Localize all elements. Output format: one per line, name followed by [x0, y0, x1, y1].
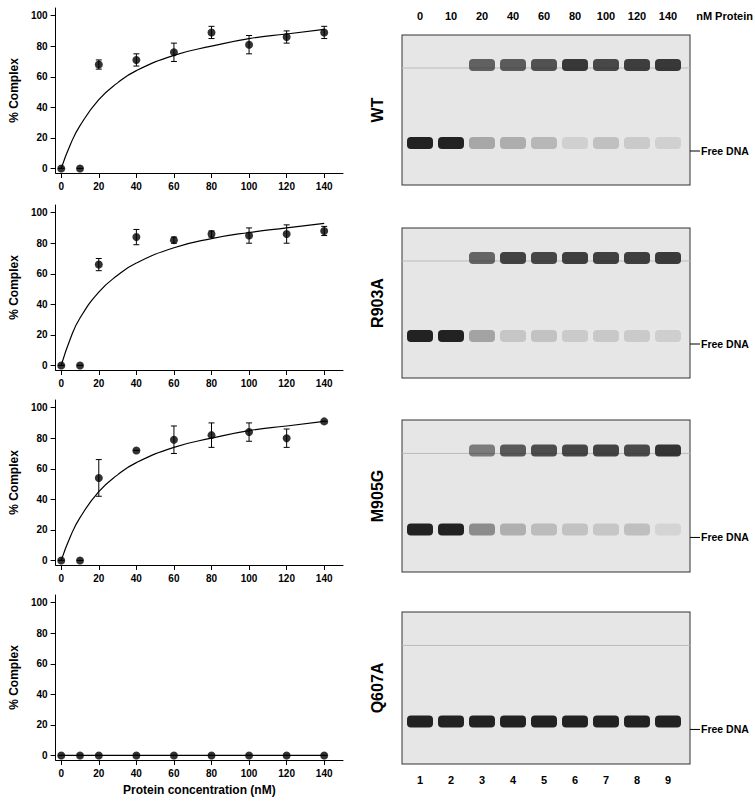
svg-text:7: 7: [603, 774, 609, 786]
svg-text:0: 0: [58, 768, 64, 779]
svg-text:140: 140: [316, 573, 333, 584]
svg-text:80: 80: [206, 768, 218, 779]
svg-text:60: 60: [168, 573, 180, 584]
svg-text:140: 140: [316, 768, 333, 779]
svg-text:nM Protein: nM Protein: [696, 10, 753, 22]
svg-text:20: 20: [93, 768, 105, 779]
svg-text:3: 3: [479, 774, 485, 786]
svg-text:100: 100: [241, 181, 258, 192]
svg-text:0: 0: [417, 10, 423, 22]
svg-text:Free DNA: Free DNA: [701, 531, 749, 543]
svg-text:20: 20: [36, 719, 48, 730]
svg-text:40: 40: [131, 768, 143, 779]
svg-text:80: 80: [36, 238, 48, 249]
svg-text:8: 8: [634, 774, 640, 786]
svg-text:80: 80: [206, 181, 218, 192]
svg-text:Free DNA: Free DNA: [701, 338, 749, 350]
svg-text:9: 9: [665, 774, 671, 786]
svg-text:60: 60: [36, 658, 48, 669]
svg-text:% Complex: % Complex: [7, 645, 21, 710]
svg-text:100: 100: [31, 10, 48, 21]
svg-text:60: 60: [538, 10, 550, 22]
svg-text:Free DNA: Free DNA: [701, 723, 749, 735]
svg-text:20: 20: [36, 132, 48, 143]
svg-text:120: 120: [278, 181, 295, 192]
svg-text:5: 5: [541, 774, 547, 786]
svg-text:80: 80: [206, 573, 218, 584]
svg-text:20: 20: [93, 573, 105, 584]
svg-text:100: 100: [241, 573, 258, 584]
svg-text:100: 100: [597, 10, 615, 22]
svg-text:Protein concentration (nM): Protein concentration (nM): [123, 783, 276, 797]
svg-text:40: 40: [131, 573, 143, 584]
svg-text:0: 0: [42, 750, 48, 761]
svg-text:60: 60: [36, 268, 48, 279]
svg-text:80: 80: [569, 10, 581, 22]
svg-text:20: 20: [36, 524, 48, 535]
svg-text:60: 60: [168, 378, 180, 389]
svg-text:4: 4: [510, 774, 517, 786]
svg-text:0: 0: [58, 181, 64, 192]
svg-text:0: 0: [42, 360, 48, 371]
svg-text:40: 40: [36, 102, 48, 113]
svg-text:40: 40: [131, 181, 143, 192]
svg-text:140: 140: [316, 181, 333, 192]
svg-text:0: 0: [42, 555, 48, 566]
svg-text:100: 100: [31, 402, 48, 413]
svg-text:20: 20: [476, 10, 488, 22]
svg-text:120: 120: [628, 10, 646, 22]
svg-text:% Complex: % Complex: [7, 58, 21, 123]
svg-text:140: 140: [316, 378, 333, 389]
svg-text:% Complex: % Complex: [7, 450, 21, 515]
svg-text:6: 6: [572, 774, 578, 786]
svg-text:60: 60: [36, 71, 48, 82]
svg-text:40: 40: [36, 689, 48, 700]
svg-text:100: 100: [241, 768, 258, 779]
svg-text:40: 40: [36, 299, 48, 310]
svg-text:60: 60: [168, 181, 180, 192]
svg-text:120: 120: [278, 573, 295, 584]
svg-text:M905G: M905G: [369, 470, 386, 522]
svg-text:80: 80: [36, 433, 48, 444]
svg-text:10: 10: [445, 10, 457, 22]
svg-text:40: 40: [36, 494, 48, 505]
svg-text:120: 120: [278, 768, 295, 779]
svg-text:100: 100: [31, 207, 48, 218]
svg-text:WT: WT: [369, 97, 386, 122]
svg-text:20: 20: [93, 181, 105, 192]
svg-text:2: 2: [448, 774, 454, 786]
svg-text:100: 100: [31, 597, 48, 608]
svg-text:0: 0: [42, 163, 48, 174]
svg-text:1: 1: [417, 774, 423, 786]
svg-text:60: 60: [36, 463, 48, 474]
svg-text:80: 80: [36, 628, 48, 639]
svg-text:0: 0: [58, 378, 64, 389]
svg-text:100: 100: [241, 378, 258, 389]
svg-text:20: 20: [36, 329, 48, 340]
svg-text:60: 60: [168, 768, 180, 779]
svg-text:Free DNA: Free DNA: [701, 145, 749, 157]
svg-text:20: 20: [93, 378, 105, 389]
svg-text:140: 140: [659, 10, 677, 22]
svg-text:80: 80: [36, 41, 48, 52]
svg-text:% Complex: % Complex: [7, 255, 21, 320]
svg-text:120: 120: [278, 378, 295, 389]
svg-text:Q607A: Q607A: [369, 662, 386, 713]
svg-text:40: 40: [507, 10, 519, 22]
svg-text:R903A: R903A: [369, 278, 386, 328]
svg-text:0: 0: [58, 573, 64, 584]
svg-text:80: 80: [206, 378, 218, 389]
svg-text:40: 40: [131, 378, 143, 389]
